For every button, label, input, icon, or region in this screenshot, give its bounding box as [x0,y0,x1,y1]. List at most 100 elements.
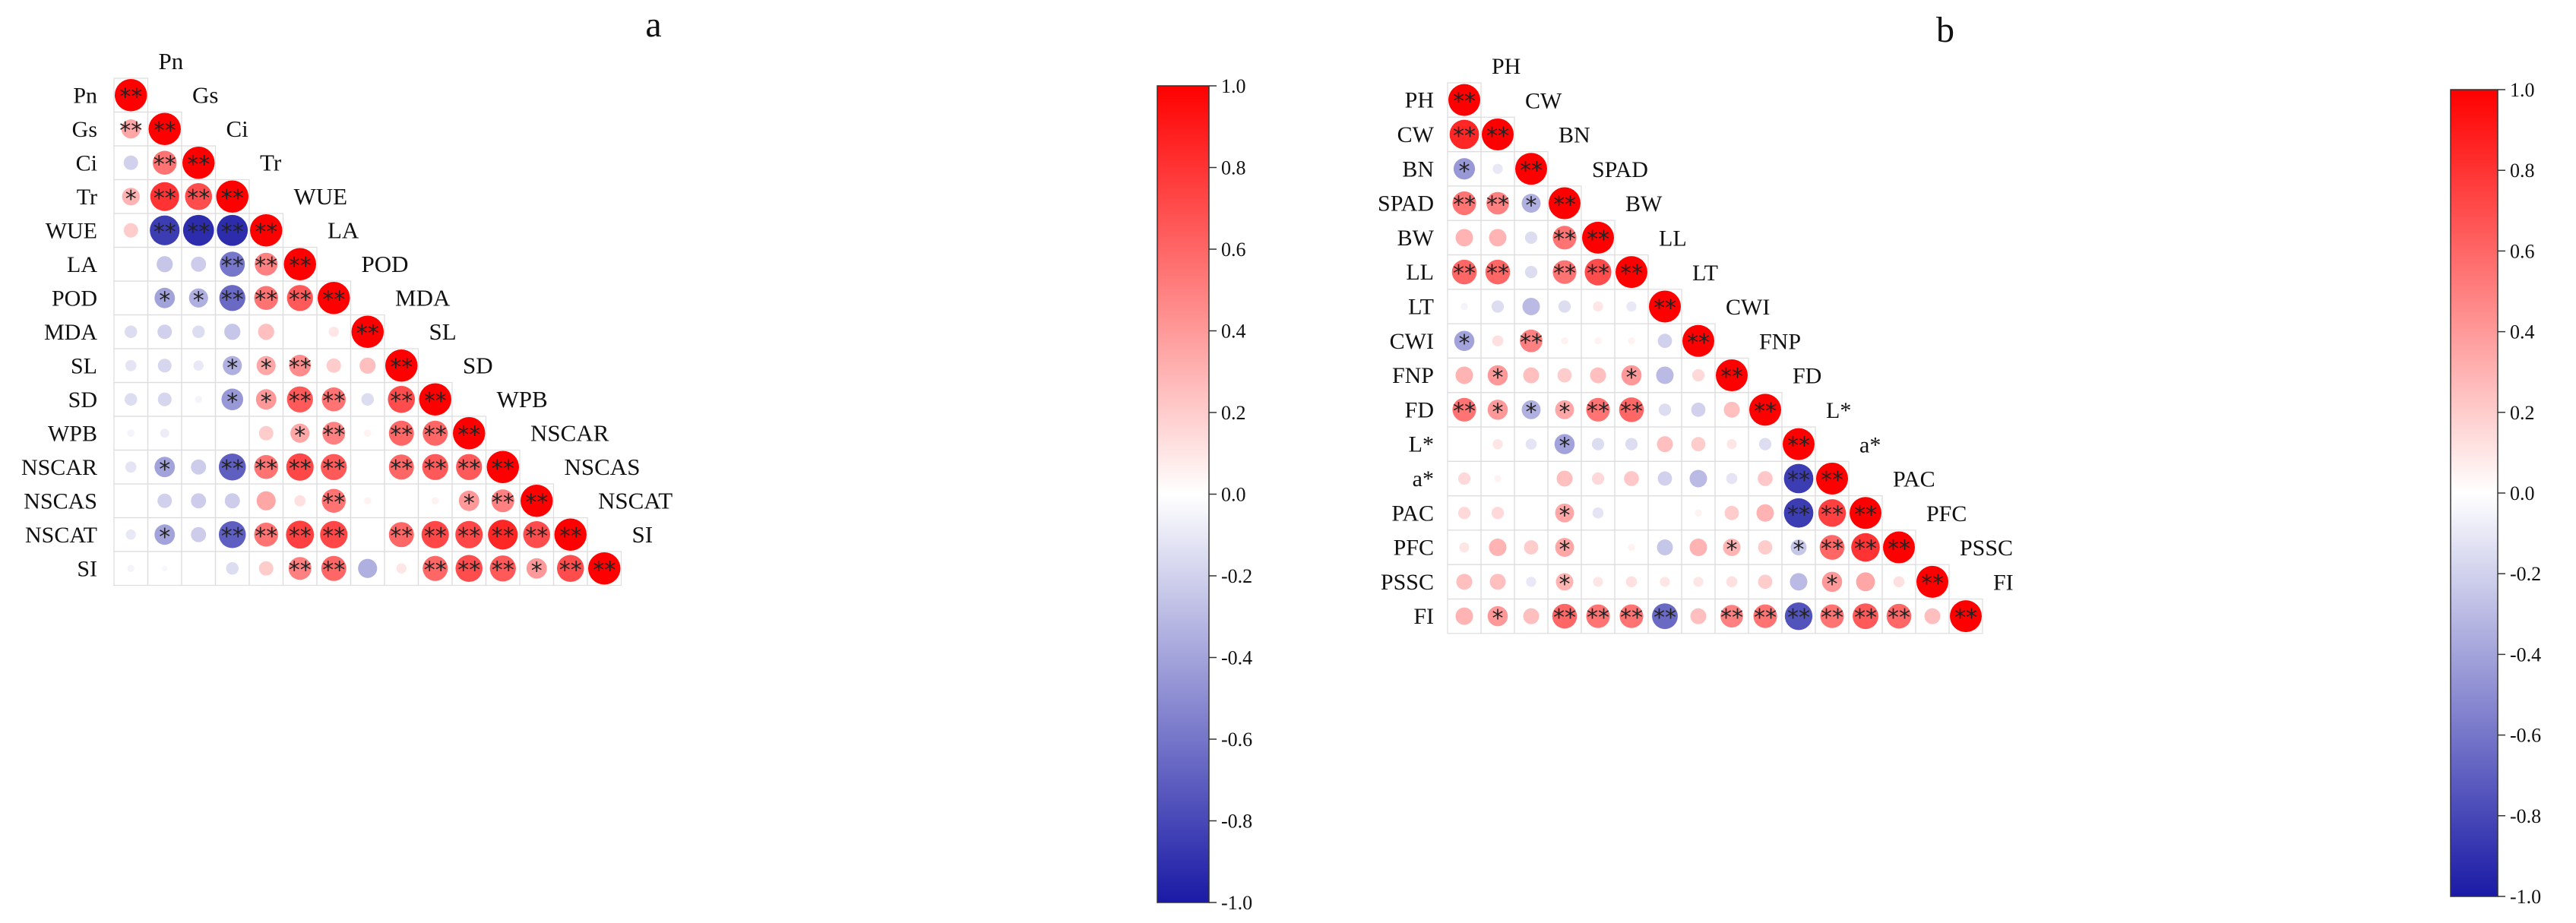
correlation-circle [283,248,316,280]
significance-mark: * [294,422,305,449]
row-label: BN [1402,156,1434,182]
correlation-circle [1555,573,1574,591]
correlation-circle [125,359,137,371]
grid-cell [587,551,622,586]
correlation-circle [1821,571,1843,593]
correlation-circle [1449,119,1479,150]
correlation-circle [320,520,348,548]
correlation-circle [1850,497,1881,529]
correlation-circle [1790,539,1807,556]
significance-mark: ** [1587,226,1609,253]
significance-mark: ** [221,219,244,245]
diagonal-label: NSCAS [565,454,641,480]
colorbar-tick-label: 0.4 [1221,321,1246,343]
correlation-circle [321,387,347,412]
significance-mark: ** [1921,571,1944,597]
correlation-circle [1723,539,1741,557]
significance-mark: ** [289,388,312,415]
significance-mark: ** [255,219,277,245]
correlation-circle [1489,229,1507,247]
significance-mark: * [1559,502,1571,529]
significance-mark: ** [1854,501,1877,528]
correlation-circle [1756,504,1774,522]
significance-mark: * [159,524,170,551]
row-label: WPB [48,421,97,446]
significance-mark: ** [1620,605,1643,631]
colorbar-tick-label: -0.4 [2510,643,2541,665]
correlation-circle [321,488,347,514]
significance-mark: * [1793,537,1805,564]
colorbar-tick-label: 0.8 [2510,160,2535,182]
row-label: NSCAT [25,523,97,548]
correlation-circle [1491,507,1505,520]
correlation-circle [1561,337,1568,345]
significance-mark: * [464,490,475,517]
colorbar-tick-label: 0.0 [1221,484,1246,506]
correlation-circle [185,182,213,210]
correlation-circle [1549,187,1581,220]
correlation-circle [224,493,240,509]
correlation-circle [254,522,279,547]
grid-cell [181,416,217,451]
grid-cell [1514,460,1549,497]
correlation-circle [1819,535,1845,560]
row-label: NSCAR [21,455,97,480]
diagonal-label: a* [1859,432,1881,457]
correlation-circle [1525,438,1537,450]
correlation-circle [1454,330,1475,352]
row-label: BW [1397,226,1435,251]
correlation-circle [150,182,179,211]
correlation-circle [125,393,138,406]
correlation-circle [217,214,248,246]
diagonal-label: CW [1525,88,1562,113]
correlation-circle [1621,365,1642,386]
significance-mark: ** [1754,605,1777,631]
correlation-circle [216,180,248,213]
correlation-circle [1783,498,1814,528]
grid-cell [350,449,385,485]
row-label: PAC [1391,501,1434,526]
correlation-circle [148,112,181,145]
correlation-circle [385,349,418,382]
correlation-circle [1783,428,1815,460]
significance-mark: ** [322,489,345,516]
significance-mark: ** [1787,501,1810,528]
correlation-circle [388,522,414,548]
correlation-circle [1586,604,1610,628]
correlation-circle [1552,226,1577,250]
correlation-circle [191,256,207,272]
correlation-circle [1893,576,1905,588]
correlation-circle [1552,260,1577,284]
significance-mark: ** [1888,605,1910,631]
correlation-circle [1584,258,1612,286]
colorbar-tick-label: 0.6 [1221,239,1246,261]
correlation-circle [193,360,204,371]
correlation-circle [1521,400,1541,419]
significance-mark: ** [153,151,176,178]
correlation-circle [152,150,177,175]
diagonal-label: LT [1692,261,1718,286]
correlation-circle [1749,394,1781,426]
significance-mark: ** [289,286,312,313]
correlation-circle [154,287,176,308]
correlation-circle [195,395,203,403]
correlation-circle [154,524,176,545]
significance-mark: ** [492,456,514,482]
colorbar-tick-label: -0.4 [1221,647,1252,669]
correlation-circle [1523,367,1540,384]
correlation-circle [1485,259,1511,285]
correlation-circle [1619,397,1644,422]
significance-mark: * [1492,399,1504,425]
correlation-circle [226,562,239,575]
significance-mark: ** [1620,398,1643,425]
correlation-circle [1649,290,1681,323]
correlation-circle [388,454,414,480]
correlation-circle [455,555,483,583]
correlation-circle [321,454,347,480]
significance-mark: ** [153,185,176,212]
correlation-circle [157,493,172,508]
significance-mark: ** [1553,192,1576,219]
correlation-circle [157,392,172,406]
row-label: SD [68,387,97,413]
correlation-circle [157,324,172,340]
